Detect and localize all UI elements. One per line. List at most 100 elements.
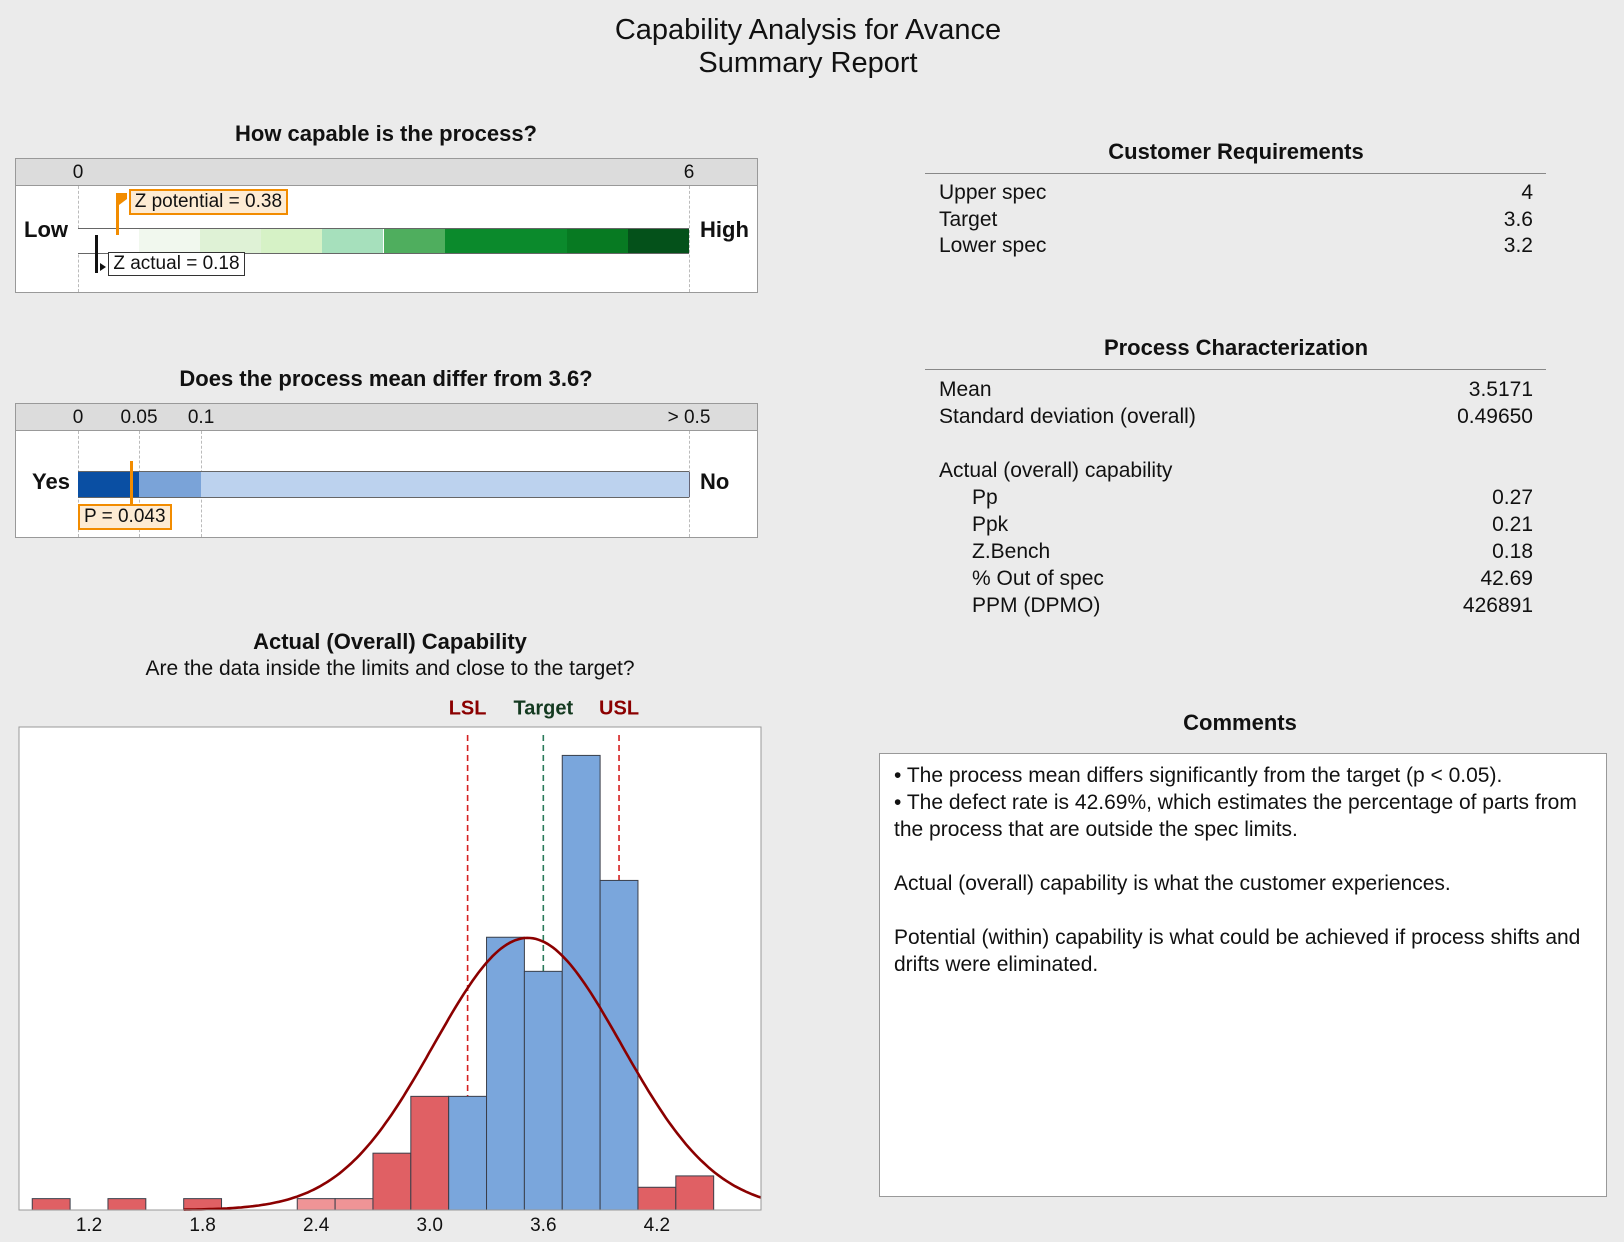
process-row-mean: Mean 3.5171 [939, 376, 1533, 403]
row-label: Z.Bench [972, 540, 1051, 563]
mean-test-gauge: 0 0.05 0.1 > 0.5 Yes No P = 0.043 [15, 403, 758, 538]
ref-label-lsl: LSL [449, 697, 487, 719]
p-scale-band: 0 0.05 0.1 > 0.5 [16, 404, 757, 431]
histogram-bar [410, 1095, 450, 1211]
process-row: Pp 0.27 [939, 484, 1533, 511]
histogram-bar [372, 1152, 412, 1211]
histogram-heading: Actual (Overall) Capability [253, 629, 527, 654]
customer-row: Upper spec 4 [939, 179, 1533, 206]
z-scale-bar [78, 228, 689, 254]
customer-row: Lower spec 3.2 [939, 232, 1533, 259]
comment-bullet: • The process mean differs significantly… [894, 764, 1503, 787]
high-label: High [700, 217, 749, 242]
low-label: Low [24, 217, 68, 242]
x-tick-label: 1.8 [189, 1215, 215, 1236]
z-actual-label: Z actual = 0.18 [108, 252, 245, 276]
customer-row: Target 3.6 [939, 206, 1533, 233]
row-value: 0.49650 [1457, 405, 1533, 428]
normal-curve [183, 936, 762, 1211]
ref-label-usl: USL [599, 697, 639, 719]
plot-frame [18, 726, 762, 1211]
histogram-bar [448, 1095, 488, 1211]
row-label: PPM (DPMO) [972, 594, 1101, 617]
histogram-subheading: Are the data inside the limits and close… [145, 657, 635, 680]
ref-label-target: Target [514, 697, 574, 719]
row-value: 0.27 [1492, 486, 1533, 509]
gridline [689, 186, 690, 292]
x-tick-label: 1.2 [76, 1215, 102, 1236]
z-band [627, 229, 689, 253]
comments-box: • The process mean differs significantly… [879, 753, 1607, 1197]
report-title-line1: Capability Analysis for Avance [614, 14, 1002, 46]
process-heading: Process Characterization [1103, 335, 1369, 360]
row-label: Ppk [972, 513, 1009, 536]
capability-gauge: 0 6 Low High Z potential = 0.38 Z actual… [15, 158, 758, 293]
histogram-bar [599, 879, 639, 1211]
process-row: PPM (DPMO) 426891 [939, 592, 1533, 619]
histogram-bar [31, 1198, 71, 1211]
p-tick-label: > 0.5 [667, 407, 711, 428]
histogram-bar [107, 1198, 147, 1211]
row-value: 3.6 [1503, 207, 1533, 231]
row-label: Actual (overall) capability [939, 459, 1173, 482]
p-band [201, 472, 690, 497]
z-band [383, 229, 445, 253]
gauge-tick-max: 6 [683, 162, 695, 183]
no-label: No [700, 469, 730, 494]
report-title-line2: Summary Report [698, 47, 918, 79]
process-row-sd: Standard deviation (overall) 0.49650 [939, 403, 1533, 430]
z-band [261, 229, 323, 253]
row-label: Upper spec [939, 181, 1047, 204]
x-tick-label: 4.2 [644, 1215, 670, 1236]
z-potential-label: Z potential = 0.38 [128, 189, 289, 215]
process-table: Mean 3.5171 Standard deviation (overall)… [939, 376, 1533, 626]
process-row: Ppk 0.21 [939, 511, 1533, 538]
z-band [139, 229, 201, 253]
yes-label: Yes [32, 469, 70, 494]
comments-heading: Comments [1183, 710, 1297, 735]
p-band [139, 472, 203, 497]
histogram-bar [561, 754, 601, 1211]
capable-heading: How capable is the process? [235, 121, 537, 146]
mean-test-heading: Does the process mean differ from 3.6? [179, 366, 593, 391]
histogram-bar [675, 1175, 715, 1211]
z-band [566, 229, 628, 253]
p-tick-label: 0 [72, 407, 84, 428]
histogram-bar [637, 1186, 677, 1211]
z-band [78, 229, 140, 253]
z-actual-arrow-icon [100, 263, 107, 271]
z-band [322, 229, 384, 253]
customer-table: Upper spec 4 Target 3.6 Lower spec 3.2 [939, 179, 1533, 269]
row-value: 3.2 [1503, 234, 1533, 257]
comment-text: The process mean differs significantly f… [906, 764, 1503, 787]
divider [925, 369, 1546, 370]
row-label: % Out of spec [972, 567, 1104, 590]
process-row: Z.Bench 0.18 [939, 538, 1533, 565]
p-value-bar [78, 471, 690, 498]
z-band [200, 229, 262, 253]
histogram-bar [334, 1198, 374, 1211]
comment-bullet: • The defect rate is 42.69%, which estim… [894, 791, 1577, 841]
comment-paragraph: Actual (overall) capability is what the … [894, 872, 1451, 895]
gauge-scale-band: 0 6 [16, 159, 757, 186]
z-actual-marker-icon [95, 235, 99, 273]
row-label: Mean [939, 378, 992, 401]
row-value: 0.18 [1492, 540, 1533, 563]
row-label: Lower spec [939, 234, 1047, 257]
comments-bullets: • The process mean differs significantly… [894, 762, 1600, 843]
p-tick-label: 0.1 [187, 407, 215, 428]
row-label: Standard deviation (overall) [939, 405, 1196, 428]
plot-border [18, 726, 762, 1211]
capability-histogram: LSL Target USL 1.2 1.8 2.4 3.0 3.6 4.2 [18, 697, 762, 1236]
gauge-tick-min: 0 [72, 162, 84, 183]
x-tick-label: 3.0 [417, 1215, 443, 1236]
p-value-marker-icon [129, 461, 133, 505]
p-tick-label: 0.05 [120, 407, 158, 428]
x-tick-label: 3.6 [530, 1215, 556, 1236]
comment-paragraph: Potential (within) capability is what co… [894, 926, 1581, 976]
histogram-bar [523, 970, 563, 1211]
row-value: 0.21 [1492, 513, 1533, 536]
histogram-bar [296, 1198, 336, 1211]
row-value: 426891 [1462, 594, 1533, 617]
